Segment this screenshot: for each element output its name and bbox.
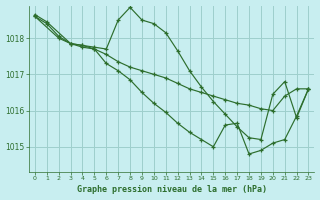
X-axis label: Graphe pression niveau de la mer (hPa): Graphe pression niveau de la mer (hPa) xyxy=(77,185,267,194)
